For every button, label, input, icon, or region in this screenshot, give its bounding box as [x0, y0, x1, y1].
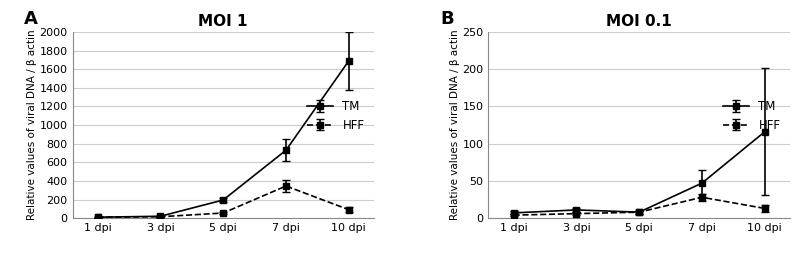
Legend: TM, HFF: TM, HFF: [304, 96, 368, 135]
Y-axis label: Relative values of viral DNA / β actin: Relative values of viral DNA / β actin: [450, 30, 459, 220]
Title: MOI 0.1: MOI 0.1: [606, 14, 672, 29]
Title: MOI 1: MOI 1: [198, 14, 248, 29]
Text: B: B: [440, 10, 454, 28]
Y-axis label: Relative values of viral DNA / β actin: Relative values of viral DNA / β actin: [27, 30, 37, 220]
Text: A: A: [24, 10, 38, 28]
Legend: TM, HFF: TM, HFF: [720, 96, 784, 135]
